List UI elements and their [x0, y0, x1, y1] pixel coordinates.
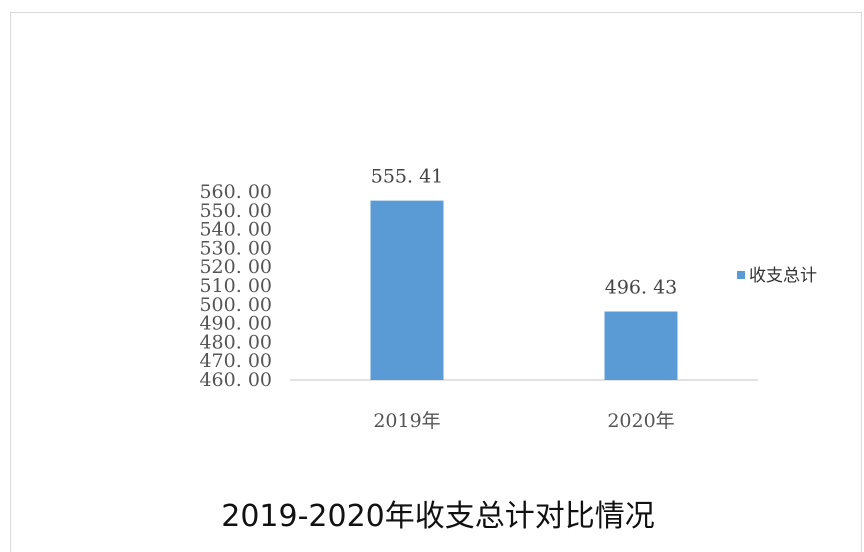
y-tick-label: 480. 00 [199, 331, 272, 353]
legend-label: 收支总计 [749, 266, 817, 286]
chart-title: 2019-2020年收支总计对比情况 [221, 499, 655, 534]
y-tick-label: 500. 00 [199, 294, 272, 316]
data-labels: 555. 41 496. 43 [371, 166, 678, 299]
y-tick-label: 490. 00 [199, 313, 272, 335]
y-tick-label: 470. 00 [199, 350, 272, 372]
y-tick-label: 530. 00 [199, 237, 272, 259]
y-tick-label: 520. 00 [199, 256, 272, 278]
x-tick-label: 2020年 [607, 410, 674, 432]
bars [370, 200, 678, 380]
bar [604, 311, 678, 380]
y-tick-label: 460. 00 [199, 369, 272, 391]
x-tick-label: 2019年 [373, 410, 440, 432]
y-tick-label: 560. 00 [199, 181, 272, 203]
y-tick-label: 550. 00 [199, 200, 272, 222]
legend-swatch [737, 271, 745, 279]
bar [370, 200, 444, 380]
y-tick-label: 540. 00 [199, 219, 272, 241]
category-labels: 2019年 2020年 [373, 410, 674, 432]
data-label: 555. 41 [371, 166, 444, 188]
data-label: 496. 43 [605, 277, 678, 299]
y-tick-label: 510. 00 [199, 275, 272, 297]
legend: 收支总计 [737, 266, 817, 286]
